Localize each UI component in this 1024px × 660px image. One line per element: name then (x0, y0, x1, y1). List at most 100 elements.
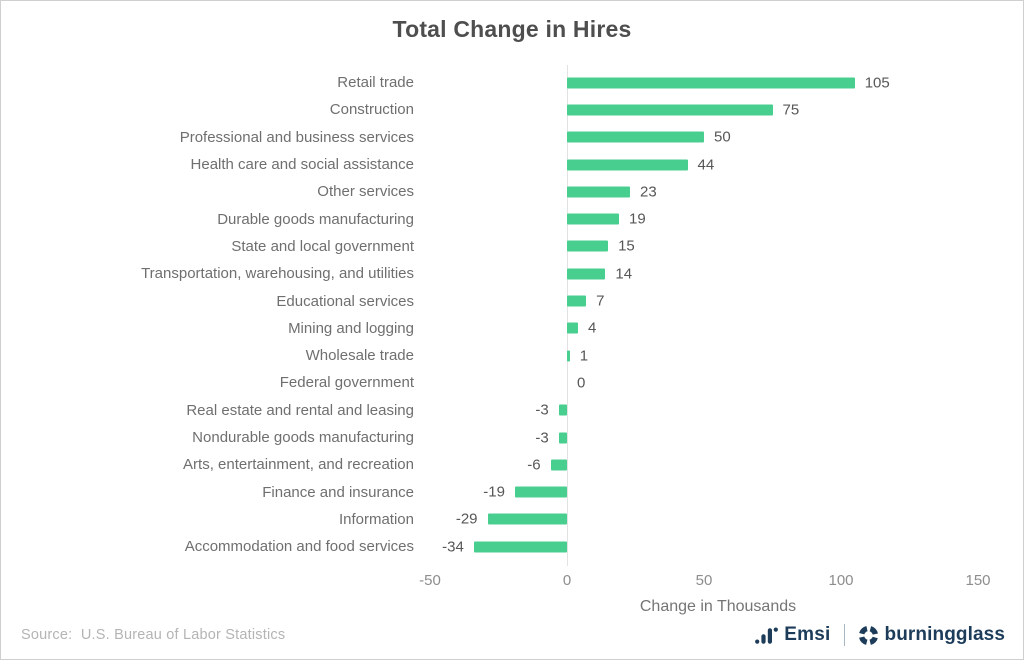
category-label: Durable goods manufacturing (217, 210, 414, 228)
value-label: 1 (579, 347, 589, 365)
source-label: Source: (21, 627, 73, 643)
emsi-logo: Emsi (755, 624, 830, 646)
category-label: Federal government (279, 374, 414, 392)
bar-zone: 7 (414, 287, 1023, 314)
bar-zone: 4 (414, 315, 1023, 342)
plot-area: Retail trade 105 Construction 75 Professiona… (1, 65, 1023, 567)
chart-row: Real estate and rental and leasing -3 (1, 397, 1023, 424)
category-label: Accommodation and food services (184, 538, 414, 556)
bar-zone: 14 (414, 260, 1023, 287)
value-bar (487, 513, 567, 525)
x-axis-ticks: -50 0 50 100 150 (1, 572, 1023, 592)
value-label: -3 (535, 401, 549, 419)
zero-axis-line (567, 65, 568, 567)
value-label: 50 (714, 128, 731, 146)
bar-zone: 0 (414, 369, 1023, 396)
chart-row: Information -29 (1, 506, 1023, 533)
emsi-signal-icon (755, 627, 779, 644)
category-label: Educational services (276, 292, 414, 310)
value-bar (473, 541, 567, 553)
bar-zone: 75 (414, 96, 1023, 123)
value-label: 0 (577, 374, 586, 392)
value-bar (550, 459, 567, 471)
bar-zone: -19 (414, 478, 1023, 505)
brand-separator (843, 624, 845, 646)
bar-zone: -3 (414, 424, 1023, 451)
chart-row: Educational services 7 (1, 287, 1023, 314)
emsi-wordmark: Emsi (784, 624, 831, 645)
category-label: State and local government (231, 237, 414, 255)
value-bar (567, 159, 688, 171)
footer: Source: U.S. Bureau of Labor Statistics … (1, 617, 1023, 659)
category-label: Real estate and rental and leasing (186, 401, 414, 419)
chart-row: Arts, entertainment, and recreation -6 (1, 451, 1023, 478)
value-label: 4 (587, 319, 597, 337)
burningglass-logo: burningglass (858, 624, 1006, 646)
bar-zone: 23 (414, 178, 1023, 205)
value-bar (558, 432, 567, 443)
x-tick-label: 0 (562, 572, 572, 590)
bar-zone: 105 (414, 69, 1023, 96)
bar-zone: 15 (414, 233, 1023, 260)
chart-row: Federal government 0 (1, 369, 1023, 396)
chart-row: Nondurable goods manufacturing -3 (1, 424, 1023, 451)
value-label: -3 (535, 429, 549, 446)
chart-row: Wholesale trade 1 (1, 342, 1023, 369)
value-label: -34 (442, 538, 464, 556)
category-label: Mining and logging (288, 319, 414, 337)
value-bar (567, 104, 773, 116)
bar-zone: -6 (414, 451, 1023, 478)
bar-zone: 44 (414, 151, 1023, 178)
category-label: Health care and social assistance (190, 156, 414, 174)
brand-logos: Emsi burningglass (755, 624, 1005, 646)
value-label: -29 (455, 510, 478, 528)
value-label: 23 (640, 183, 657, 201)
value-bar (558, 404, 567, 416)
value-label: 7 (596, 292, 605, 310)
x-tick-label: -50 (419, 572, 441, 590)
chart-row: Transportation, warehousing, and utiliti… (1, 260, 1023, 287)
category-label: Transportation, warehousing, and utiliti… (141, 265, 414, 283)
chart-row: Health care and social assistance 44 (1, 151, 1023, 178)
chart-row: Mining and logging 4 (1, 315, 1023, 342)
chart-title: Total Change in Hires (392, 16, 632, 42)
chart-row: Construction 75 (1, 96, 1023, 123)
x-tick-label: 50 (695, 572, 713, 590)
bar-zone: 1 (414, 342, 1023, 369)
chart-row: Finance and insurance -19 (1, 478, 1023, 505)
value-label: -6 (527, 456, 541, 474)
source-text: U.S. Bureau of Labor Statistics (80, 627, 286, 643)
x-axis-label: Change in Thousands (639, 598, 797, 616)
burningglass-wordmark: burningglass (884, 624, 1005, 645)
value-label: 19 (629, 210, 646, 228)
value-label: 14 (615, 265, 633, 283)
value-bar (567, 322, 578, 334)
chart-row: Other services 23 (1, 178, 1023, 205)
value-bar (567, 77, 855, 89)
x-tick-label: 100 (828, 572, 854, 590)
value-label: 44 (697, 156, 715, 174)
category-label: Information (338, 510, 414, 528)
chart-rows: Retail trade 105 Construction 75 Professiona… (1, 69, 1023, 560)
bar-zone: -3 (414, 397, 1023, 424)
category-label: Other services (317, 183, 414, 201)
chart-row: Retail trade 105 (1, 69, 1023, 96)
value-label: 75 (782, 101, 800, 119)
value-label: 15 (618, 237, 635, 255)
category-label: Wholesale trade (305, 347, 414, 365)
value-bar (567, 186, 631, 198)
value-bar (567, 240, 609, 252)
category-label: Professional and business services (179, 128, 414, 146)
x-tick-label: 150 (965, 572, 991, 590)
value-bar (514, 486, 567, 498)
category-label: Arts, entertainment, and recreation (183, 456, 414, 474)
value-bar (567, 268, 606, 280)
chart-row: Accommodation and food services -34 (1, 533, 1023, 560)
category-label: Construction (329, 101, 414, 119)
value-bar (567, 213, 620, 225)
value-label: 105 (864, 74, 890, 92)
bar-zone: 19 (414, 205, 1023, 232)
value-bar (567, 295, 587, 307)
chart-row: Professional and business services 50 (1, 124, 1023, 151)
